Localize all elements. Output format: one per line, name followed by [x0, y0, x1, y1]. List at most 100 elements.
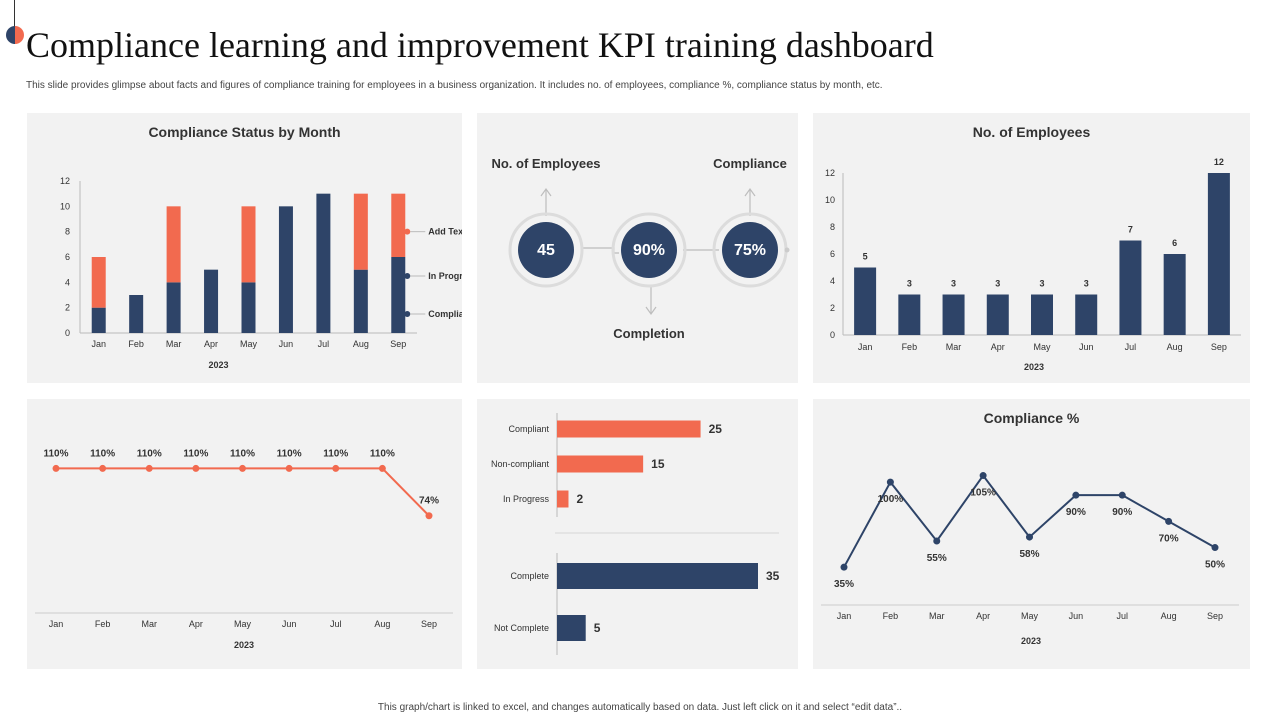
- data-label: 3: [951, 279, 956, 289]
- bar: [557, 615, 586, 641]
- data-label: 15: [651, 457, 665, 471]
- status-bars-chart[interactable]: Compliant 25 Non-compliant 15 In Progress 2 Co…: [477, 399, 798, 669]
- y-tick-label: 8: [65, 227, 70, 237]
- compliance-pct-panel: Compliance % 35% Jan 100% Feb 55% Mar 105% Apr 5…: [813, 399, 1250, 669]
- y-tick-label: 10: [825, 195, 835, 205]
- bar-add-text-here: [241, 206, 256, 283]
- data-label: 90%: [1066, 507, 1086, 518]
- data-label: 55%: [927, 553, 947, 564]
- category-label: Compliant: [508, 424, 549, 434]
- bar-compliant: [353, 269, 368, 333]
- bar: [986, 294, 1009, 335]
- x-tick-label: Mar: [929, 611, 945, 621]
- data-label: 110%: [277, 448, 302, 459]
- x-axis-label: 2023: [208, 360, 228, 370]
- data-point: [145, 464, 153, 472]
- bar-add-text-here: [91, 257, 106, 308]
- x-tick-label: Jul: [330, 619, 342, 629]
- x-tick-label: Jun: [1069, 611, 1084, 621]
- legend-marker: [404, 228, 411, 235]
- data-label: 110%: [90, 448, 115, 459]
- data-point: [52, 464, 60, 472]
- data-label: 90%: [1112, 507, 1132, 518]
- x-axis-label: 2023: [1021, 636, 1041, 646]
- bar-compliant: [241, 282, 256, 333]
- bar: [557, 455, 644, 473]
- bar: [1075, 294, 1098, 335]
- y-tick-label: 2: [830, 303, 835, 313]
- x-tick-label: Apr: [189, 619, 203, 629]
- kpi-compliance-circle: [722, 222, 778, 278]
- kpi-panel: 45 90% 75% No. of Employees Compliance C…: [477, 113, 798, 383]
- employees-panel: No. of Employees 0 2 4 6 8 10 12 5 Jan 3 Feb 3 Mar 3 A…: [813, 113, 1250, 383]
- x-tick-label: Mar: [946, 342, 962, 352]
- kpi-compliance-value: 75%: [734, 242, 766, 259]
- x-tick-label: Aug: [1161, 611, 1177, 621]
- category-label: In Progress: [503, 494, 550, 504]
- employees-chart-title: No. of Employees: [972, 124, 1091, 140]
- kpi-graphic: 45 90% 75% No. of Employees Compliance C…: [491, 156, 790, 341]
- kpi-completion-label: Completion: [613, 326, 685, 341]
- data-label: 110%: [370, 448, 395, 459]
- data-label: 58%: [1019, 549, 1039, 560]
- y-tick-label: 8: [830, 222, 835, 232]
- bar-compliant: [166, 282, 181, 333]
- legend-label: In Progress: [428, 271, 462, 281]
- x-axis-label: 2023: [1024, 362, 1044, 372]
- compliance-pct-chart[interactable]: 35% Jan 100% Feb 55% Mar 105% Apr 58% May 90% Jun 90…: [813, 399, 1250, 669]
- x-tick-label: Jun: [282, 619, 297, 629]
- legend-marker: [404, 311, 411, 317]
- status-chart[interactable]: 0 2 4 6 8 10 12 Jan Feb Mar Apr May Jun Jul Aug Sep 2023…: [27, 113, 462, 383]
- x-tick-label: Feb: [95, 619, 111, 629]
- employees-chart[interactable]: 0 2 4 6 8 10 12 5 Jan 3 Feb 3 Mar 3 Apr 3 May 3 Jun 7 Jul 6 Au…: [813, 113, 1250, 383]
- x-tick-label: Apr: [976, 611, 990, 621]
- legend-label: Add Text Here: [428, 227, 462, 237]
- x-tick-label: Jul: [1116, 611, 1128, 621]
- bar: [557, 420, 701, 438]
- x-tick-label: Apr: [991, 342, 1005, 352]
- page-subtitle: This slide provides glimpse about facts …: [26, 80, 883, 91]
- data-point: [979, 472, 987, 480]
- y-tick-label: 12: [825, 168, 835, 178]
- x-tick-label: May: [1033, 342, 1051, 352]
- header-divider: [14, 0, 15, 44]
- data-point: [332, 464, 340, 472]
- bar: [898, 294, 921, 335]
- data-label: 110%: [43, 448, 68, 459]
- bar-add-text-here: [353, 193, 368, 270]
- data-label: 3: [995, 279, 1000, 289]
- data-point: [886, 478, 894, 486]
- data-label: 2: [576, 492, 583, 506]
- x-tick-label: Sep: [421, 619, 437, 629]
- series-line: [56, 467, 430, 517]
- data-label: 6: [1172, 238, 1177, 248]
- data-point: [192, 464, 200, 472]
- data-label: 12: [1214, 157, 1224, 167]
- data-point: [239, 464, 246, 472]
- y-tick-label: 6: [65, 252, 70, 262]
- page-title: Compliance learning and improvement KPI …: [26, 25, 934, 65]
- category-label: Not Complete: [494, 623, 549, 633]
- y-tick-label: 0: [830, 330, 835, 340]
- x-tick-label: May: [240, 339, 258, 349]
- status-bars-panel: Compliant 25 Non-compliant 15 In Progress 2 Co…: [477, 399, 798, 669]
- x-tick-label: May: [234, 619, 252, 629]
- data-label: 5: [863, 252, 868, 262]
- bar-compliant: [129, 295, 144, 333]
- x-tick-label: Jan: [91, 339, 106, 349]
- data-point: [1211, 544, 1219, 552]
- data-label: 3: [1084, 279, 1089, 289]
- x-tick-label: Jul: [318, 339, 330, 349]
- data-label: 70%: [1159, 533, 1179, 544]
- y-tick-label: 0: [65, 328, 70, 338]
- data-label: 110%: [230, 448, 255, 459]
- kpi-employees-circle: [518, 222, 574, 278]
- data-label: 74%: [419, 496, 439, 507]
- x-tick-label: Mar: [142, 619, 158, 629]
- data-label: 3: [907, 279, 912, 289]
- x-tick-label: Apr: [204, 339, 218, 349]
- bar: [1163, 254, 1186, 335]
- kpi-completion-value: 90%: [633, 242, 665, 259]
- trend-chart[interactable]: 110% Jan 110% Feb 110% Mar 110% Apr 110% May 110% J…: [27, 399, 462, 669]
- arrow-up-icon: [540, 187, 552, 197]
